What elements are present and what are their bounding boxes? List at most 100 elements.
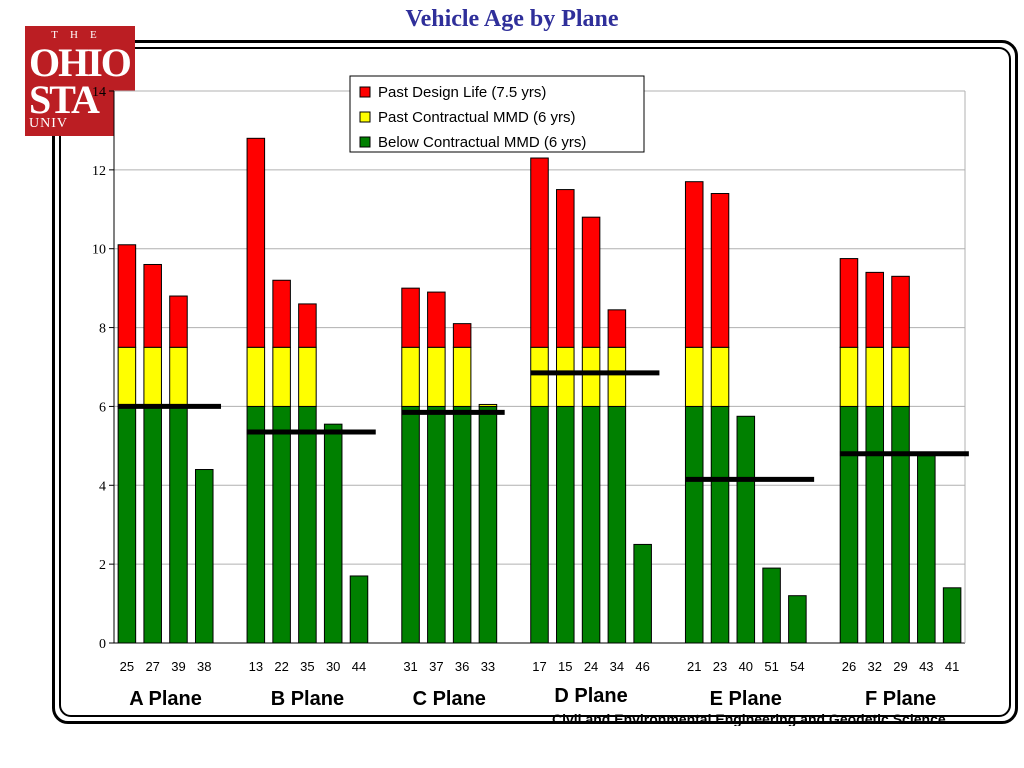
x-tick-label: 37 [429, 659, 443, 674]
bar-segment-below-mmd [607, 405, 627, 644]
bar-segment-past-mmd [839, 346, 859, 407]
bar-segment-below-mmd [788, 595, 807, 644]
x-tick-label: 26 [842, 659, 856, 674]
bar-segment-below-mmd [684, 405, 704, 644]
university-logo: THE OHIO STA UNIV [25, 26, 135, 136]
x-tick-label: 46 [635, 659, 649, 674]
bar-segment-below-mmd [556, 405, 575, 644]
bar-segment-below-mmd [298, 405, 317, 644]
legend-entry: Past Contractual MMD (6 yrs) [378, 109, 576, 126]
x-tick-label: 17 [532, 659, 546, 674]
bar-segment-past-design [452, 323, 472, 348]
bar-segment-below-mmd [478, 405, 498, 644]
legend-entry: Below Contractual MMD (6 yrs) [378, 134, 586, 151]
logo-line-ohio: OHIO [29, 40, 132, 85]
legend-box [349, 75, 645, 153]
bar-segment-past-design [556, 189, 575, 348]
bar-segment-past-design [246, 137, 266, 348]
x-tick-label: 24 [584, 659, 598, 674]
bar-segment-past-design [607, 309, 627, 348]
x-tick-label: 40 [739, 659, 753, 674]
bar-segment-past-design [272, 279, 291, 348]
bar-segment-below-mmd [839, 405, 859, 644]
x-tick-label: 30 [326, 659, 340, 674]
bar-segment-past-design [143, 263, 162, 348]
x-tick-label: 23 [713, 659, 727, 674]
bar-segment-below-mmd [427, 405, 446, 644]
x-tick-label: 35 [300, 659, 314, 674]
chart-title: Vehicle Age by Plane [405, 6, 619, 32]
footer-department: Civil and Environmental Engineering and … [552, 711, 946, 726]
bar-segment-past-design [684, 181, 704, 348]
x-tick-label: 41 [945, 659, 959, 674]
bar-segment-below-mmd [865, 405, 885, 644]
x-tick-label: 54 [790, 659, 804, 674]
bar-segment-below-mmd [323, 423, 343, 644]
bar-segment-below-mmd [942, 587, 962, 644]
bar-segment-below-mmd [143, 405, 162, 644]
logo-line-university: UNIV [29, 116, 68, 131]
bar-segment-past-design [401, 287, 420, 348]
bar-segment-below-mmd [349, 575, 369, 644]
legend-entry: Past Design Life (7.5 yrs) [378, 84, 546, 101]
x-tick-label: 44 [352, 659, 366, 674]
x-tick-label: 22 [274, 659, 288, 674]
bar-segment-below-mmd [169, 405, 188, 644]
x-tick-label: 38 [197, 659, 211, 674]
group-label: F Plane [865, 688, 936, 710]
x-tick-label: 15 [558, 659, 572, 674]
x-tick-label: 51 [764, 659, 778, 674]
bar-segment-past-mmd [272, 346, 291, 407]
x-tick-label: 27 [145, 659, 159, 674]
group-label: A Plane [129, 688, 202, 710]
bar-segment-past-mmd [607, 346, 627, 407]
group-label: D Plane [554, 685, 627, 707]
bar-segment-past-design [865, 271, 885, 348]
bar-segment-below-mmd [710, 405, 730, 644]
y-tick-label: 10 [92, 243, 106, 258]
x-tick-label: 34 [610, 659, 624, 674]
bar-segment-past-design [530, 157, 549, 348]
bar-segment-below-mmd [246, 405, 266, 644]
bar-segment-past-mmd [556, 346, 575, 407]
bar-segment-below-mmd [917, 455, 936, 644]
legend-swatch [359, 86, 371, 98]
group-label: B Plane [271, 688, 344, 710]
bar-segment-past-mmd [298, 346, 317, 407]
bar-segment-below-mmd [401, 405, 420, 644]
bar-segment-past-design [581, 216, 601, 348]
bar-segment-past-mmd [117, 346, 137, 407]
y-tick-label: 4 [99, 479, 106, 494]
bar-segment-below-mmd [891, 405, 910, 644]
bar-segment-below-mmd [117, 405, 137, 644]
bar-segment-past-mmd [169, 346, 188, 407]
bar-segment-past-design [427, 291, 446, 348]
y-tick-label: 8 [99, 322, 106, 337]
group-label: E Plane [710, 688, 782, 710]
bar-segment-below-mmd [530, 405, 549, 644]
x-tick-label: 39 [171, 659, 185, 674]
legend-swatch [359, 136, 371, 148]
bar-segment-past-design [710, 193, 730, 348]
bar-segment-past-mmd [530, 346, 549, 407]
y-tick-label: 12 [92, 164, 106, 179]
x-tick-label: 29 [893, 659, 907, 674]
group-label: C Plane [413, 688, 486, 710]
bar-segment-past-mmd [891, 346, 910, 407]
logo-line-state: STA [29, 77, 100, 122]
bar-segment-past-mmd [865, 346, 885, 407]
bar-segment-below-mmd [452, 405, 472, 644]
bar-segment-below-mmd [762, 567, 781, 644]
bar-segment-below-mmd [581, 405, 601, 644]
slide-frame-outer [52, 40, 1018, 724]
bar-segment-past-design [169, 295, 188, 348]
y-tick-label: 2 [99, 558, 106, 573]
bar-segment-below-mmd [272, 405, 291, 644]
bar-segment-past-design [891, 275, 910, 348]
x-tick-label: 32 [868, 659, 882, 674]
bar-segment-past-mmd [478, 403, 498, 407]
bar-segment-past-mmd [581, 346, 601, 407]
x-tick-label: 33 [481, 659, 495, 674]
bar-segment-past-mmd [684, 346, 704, 407]
